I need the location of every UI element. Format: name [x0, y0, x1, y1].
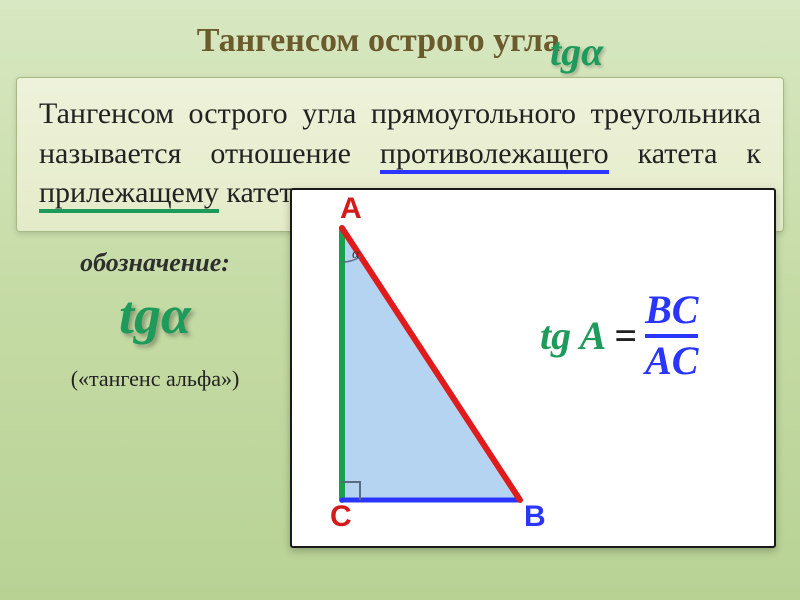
def-adjacent: прилежащему [39, 176, 219, 213]
notation-block: обозначение: tgα («тангенс альфа») [30, 248, 280, 392]
title-symbol: tgα [550, 29, 603, 74]
formula-denominator: AC [645, 341, 698, 382]
def-text-mid: катета к [609, 137, 761, 170]
fraction-bar [645, 334, 698, 338]
figure-card: α A C B tg A = BC AC [290, 188, 776, 548]
svg-text:α: α [352, 247, 360, 262]
lower-area: обозначение: tgα («тангенс альфа») α A C… [0, 240, 800, 600]
vertex-label-b: B [524, 500, 546, 534]
formula-eq: = [614, 312, 637, 359]
page-title: Тангенсом острого угла [197, 22, 560, 59]
triangle-svg: α [302, 200, 532, 540]
def-opposite: противолежащего [380, 137, 609, 174]
formula-lhs: tg A [540, 312, 606, 359]
notation-reading: («тангенс альфа») [30, 366, 280, 392]
title-row: Тангенсом острого угла tgα [0, 0, 800, 67]
formula-fraction: BC AC [645, 290, 698, 382]
vertex-label-a: A [340, 192, 362, 226]
vertex-label-c: C [330, 500, 352, 534]
formula-numerator: BC [645, 290, 698, 331]
notation-label: обозначение: [30, 248, 280, 278]
notation-symbol: tgα [30, 284, 280, 346]
formula: tg A = BC AC [540, 290, 770, 382]
